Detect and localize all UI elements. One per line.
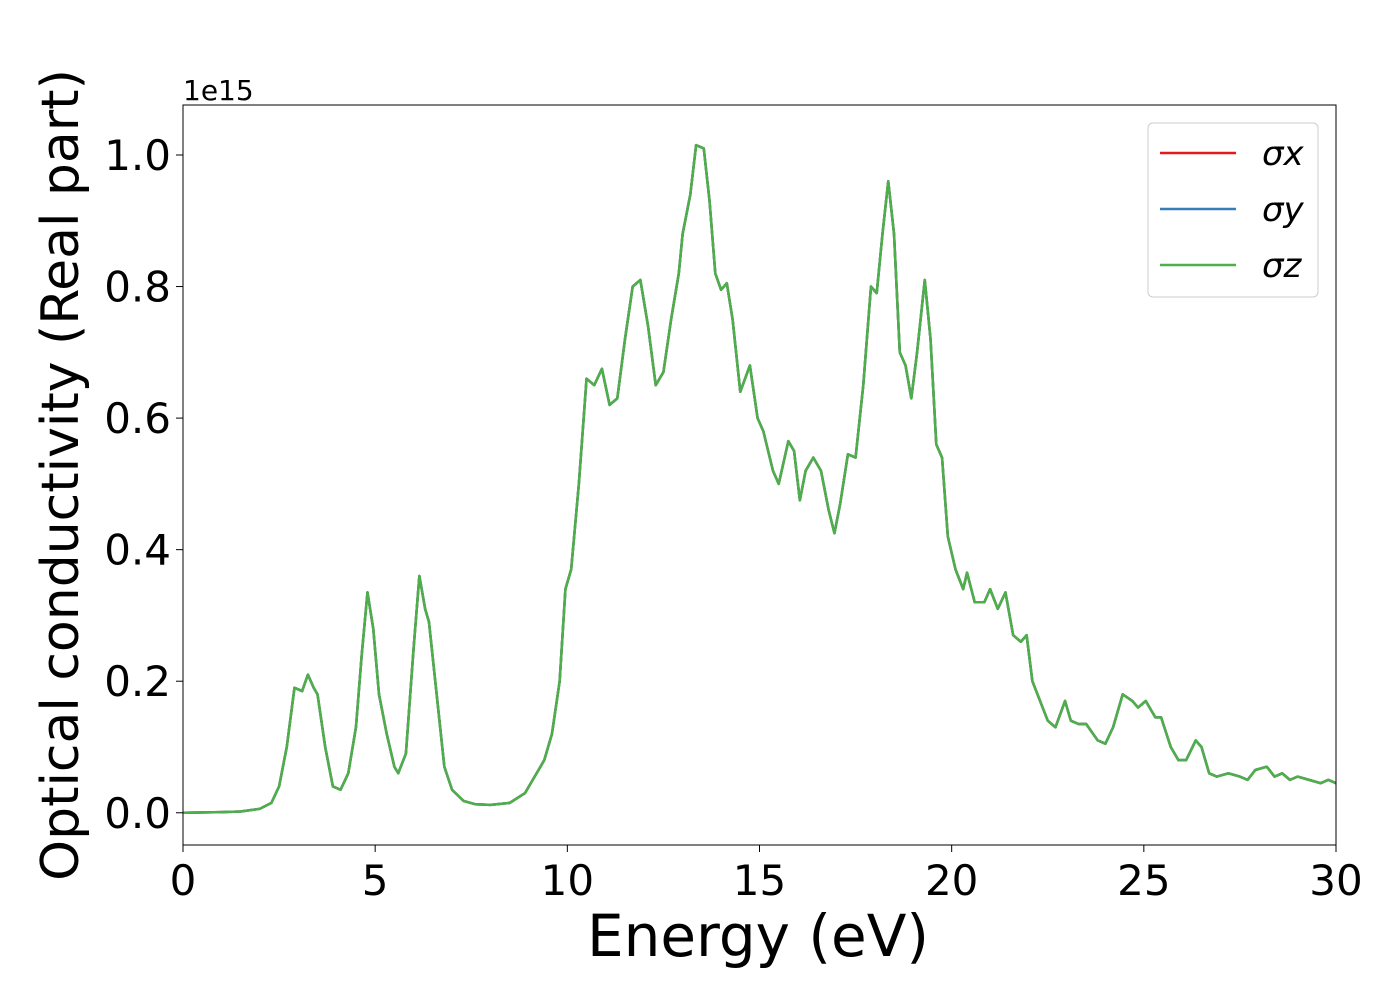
legend-label: σx: [1262, 134, 1305, 174]
offset-label: 1e15: [183, 74, 254, 107]
line-series: [183, 143, 1336, 815]
x-tick-label: 10: [541, 856, 594, 905]
y-tick-label: 0.0: [104, 789, 171, 838]
y-tick-label: 0.6: [104, 394, 171, 443]
y-tick-label: 0.8: [104, 263, 171, 312]
x-tick-label: 25: [1117, 856, 1170, 905]
x-tick-label: 30: [1309, 856, 1362, 905]
x-axis-label: Energy (eV): [587, 902, 929, 970]
y-tick-label: 0.4: [104, 526, 171, 575]
x-tick-label: 20: [925, 856, 978, 905]
legend-label: σz: [1262, 246, 1303, 286]
x-tick-label: 15: [733, 856, 786, 905]
x-tick-label: 0: [170, 856, 197, 905]
x-tick-label: 5: [362, 856, 389, 905]
y-tick-label: 0.2: [104, 657, 171, 706]
plot-frame: [182, 104, 1337, 846]
legend-label: σy: [1262, 190, 1305, 230]
y-axis-label: Optical conductivity (Real part): [31, 69, 91, 881]
y-tick-label: 1.0: [104, 131, 171, 180]
